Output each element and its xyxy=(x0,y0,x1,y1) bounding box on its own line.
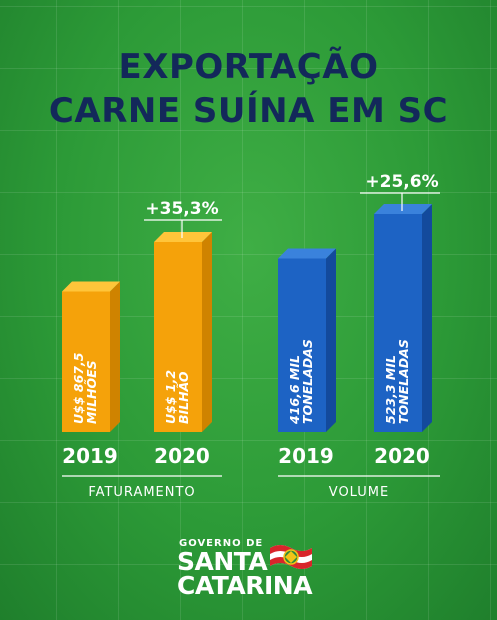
bar-volume-2020 xyxy=(374,214,422,432)
bar-top-faturamento-2020 xyxy=(154,232,212,242)
change-label: +25,6% xyxy=(365,172,438,192)
bar-top-volume-2020 xyxy=(374,204,432,214)
bar-faturamento-2019 xyxy=(62,291,110,432)
page-title-line2: CARNE SUÍNA EM SC xyxy=(48,91,449,131)
bar-value-label: U$$ 1,2BILHÃO xyxy=(163,370,191,424)
government-logo: GOVERNO DE SANTA CATARINA xyxy=(175,538,325,608)
bar-top-volume-2019 xyxy=(278,248,336,259)
group-label: FATURAMENTO xyxy=(88,485,195,500)
bar-value-label: 523,3 MILTONELADAS xyxy=(383,339,411,424)
group-label: VOLUME xyxy=(329,485,389,500)
bar-volume-2019 xyxy=(278,258,326,432)
logo-line2: CATARINA xyxy=(177,571,313,600)
bar-side-volume-2020 xyxy=(422,204,432,432)
bar-faturamento-2020 xyxy=(154,242,202,432)
year-label: 2019 xyxy=(62,444,118,468)
state-flag-icon xyxy=(270,545,312,569)
change-label: +35,3% xyxy=(145,199,218,219)
bar-side-faturamento-2019 xyxy=(110,281,120,432)
bar-value-label: U$$ 867,5MILHÕES xyxy=(71,352,99,424)
bar-value-label: 416,6 MILTONELADAS xyxy=(287,339,315,425)
logo-line1: SANTA xyxy=(177,547,268,576)
page-title-line1: EXPORTAÇÃO xyxy=(118,47,379,87)
logo-top-text: GOVERNO DE xyxy=(179,538,264,549)
bar-top-faturamento-2019 xyxy=(62,281,120,292)
bar-side-volume-2019 xyxy=(326,248,336,432)
bar-side-faturamento-2020 xyxy=(202,232,212,432)
year-label: 2020 xyxy=(374,444,430,468)
year-label: 2020 xyxy=(154,444,210,468)
year-label: 2019 xyxy=(278,444,334,468)
